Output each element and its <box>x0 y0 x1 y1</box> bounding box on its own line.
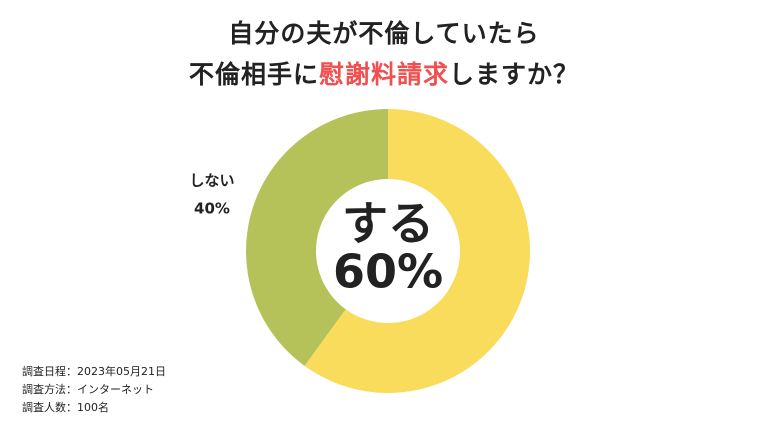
survey-note: 調査人数：100名 <box>22 400 109 414</box>
center-value: 60% <box>333 245 443 299</box>
center-label: する <box>342 197 434 251</box>
donut <box>246 109 530 394</box>
title-part: 不倫相手に <box>189 60 319 89</box>
slice-label: しない <box>189 172 234 190</box>
title-line: 自分の夫が不倫していたら <box>228 19 539 48</box>
title-line: 不倫相手に慰謝料請求しますか？ <box>189 60 579 89</box>
slice-value: 40% <box>194 200 230 218</box>
survey-note: 調査方法：インターネット <box>22 382 154 396</box>
title-highlight: 慰謝料請求 <box>319 60 449 89</box>
donut-slice <box>304 109 530 394</box>
survey-note: 調査日程：2023年05月21日 <box>22 364 166 378</box>
donut-slice <box>246 109 388 366</box>
title-part: しますか？ <box>449 60 579 89</box>
